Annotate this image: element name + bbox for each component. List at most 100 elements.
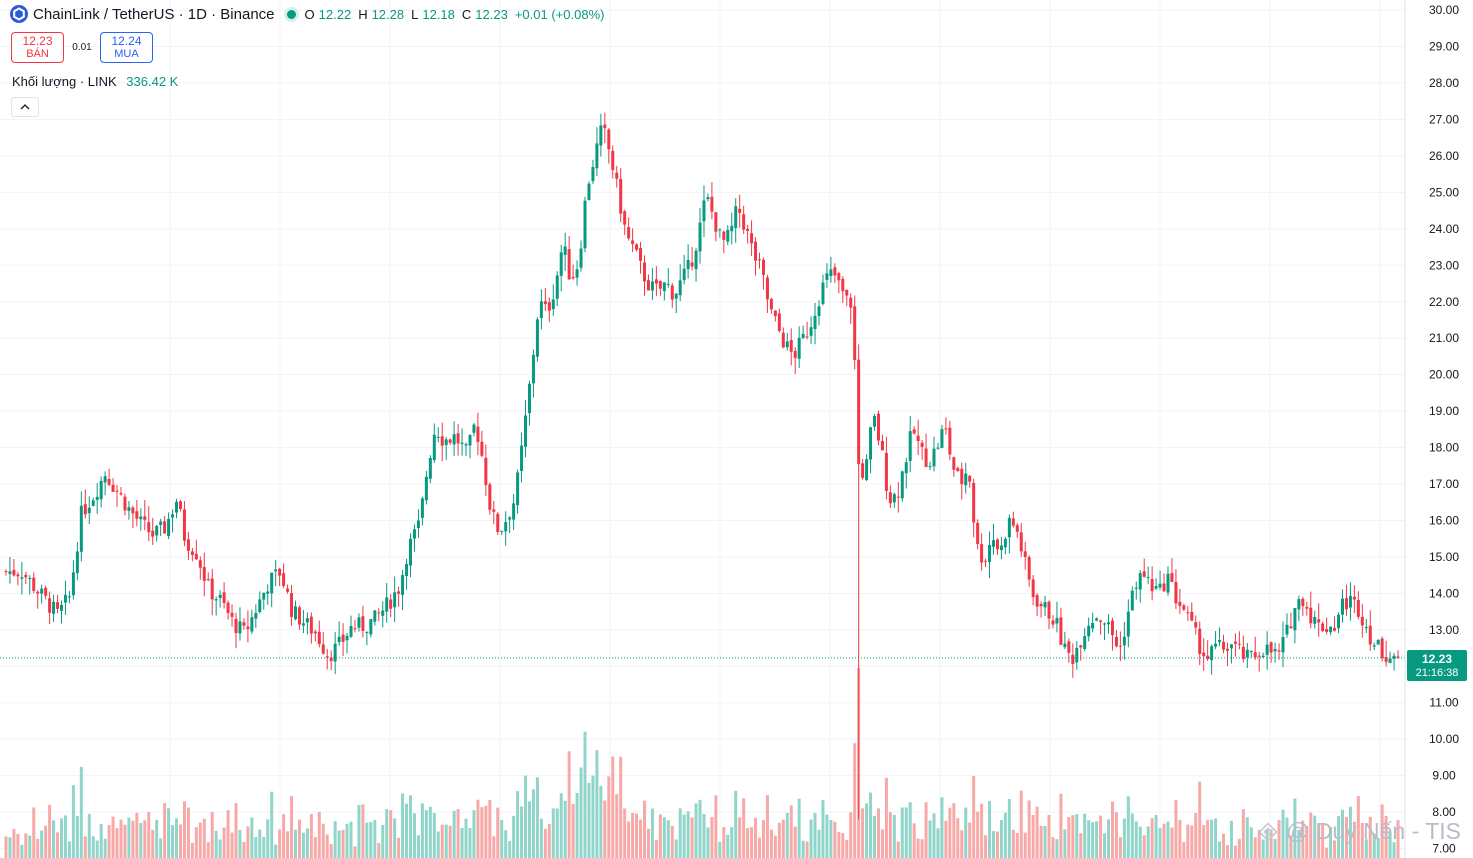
candle-body [1293, 608, 1297, 631]
volume-bar [567, 751, 571, 858]
volume-bar [587, 782, 591, 858]
candle-body [1241, 646, 1245, 660]
candle-body [492, 509, 496, 512]
volume-bar [444, 824, 448, 858]
volume-bar [1321, 823, 1325, 858]
volume-bar [250, 817, 254, 858]
candle-body [48, 598, 52, 613]
candle-body [1198, 628, 1202, 654]
candle-body [155, 525, 159, 536]
candle-body [591, 167, 595, 182]
volume-label[interactable]: Khối lượng · LINK [12, 74, 117, 89]
volume-bar [615, 794, 619, 858]
candle-body [151, 530, 155, 537]
candle-body [813, 315, 817, 329]
price-tick-label: 30.00 [1429, 3, 1459, 17]
volume-bar [797, 798, 801, 858]
volume-bar [1075, 814, 1079, 858]
volume-bar [520, 806, 524, 858]
candle-body [135, 511, 139, 519]
candle-body [980, 544, 984, 563]
candle-body [317, 631, 321, 645]
volume-bar [1107, 819, 1111, 858]
volume-bar [1091, 822, 1095, 858]
volume-bar [995, 831, 999, 858]
candle-body [853, 306, 857, 361]
candle-body [714, 212, 718, 232]
candle-body [631, 240, 635, 244]
collapse-legend-button[interactable] [11, 97, 39, 117]
volume-bar [742, 798, 746, 858]
volume-bar [1150, 818, 1154, 858]
candle-body [111, 484, 115, 492]
volume-bar [1011, 829, 1015, 858]
symbol-title[interactable]: ChainLink / TetherUS · 1D · Binance [33, 5, 275, 23]
candle-body [1340, 598, 1344, 615]
volume-bar [171, 825, 175, 858]
volume-bar [1222, 833, 1226, 858]
volume-bar [1095, 821, 1099, 858]
candle-body [1063, 643, 1067, 648]
volume-bar [670, 825, 674, 858]
candle-body [972, 482, 976, 523]
volume-bar [278, 829, 282, 858]
volume-bar [1182, 842, 1186, 858]
trade-panel: 12.23 BÁN 0.01 12.24 MUA [11, 32, 153, 63]
volume-bar [619, 756, 623, 858]
candle-body [726, 229, 730, 242]
volume-bar [345, 823, 349, 858]
volume-bar [1301, 820, 1305, 858]
candle-body [127, 507, 131, 511]
sell-button[interactable]: 12.23 BÁN [11, 32, 64, 63]
candle-body [476, 426, 480, 442]
candle-body [1329, 626, 1333, 633]
volume-bar [246, 826, 250, 858]
volume-bar [1122, 818, 1126, 858]
volume-bar [488, 799, 492, 858]
candle-body [254, 612, 258, 619]
volume-bar [341, 829, 345, 858]
volume-bar [500, 820, 504, 858]
candle-body [535, 319, 539, 357]
volume-bar [456, 808, 460, 858]
candle-body [1261, 655, 1265, 658]
volume-bar [123, 824, 127, 858]
candle-body [139, 516, 143, 520]
volume-bar [230, 832, 234, 858]
volume-bar [103, 838, 107, 858]
candle-body [1253, 652, 1257, 658]
volume-bar [1233, 845, 1237, 858]
candle-body [1130, 590, 1134, 611]
volume-bar [1352, 821, 1356, 858]
volume-bar [1063, 829, 1067, 858]
volume-bar [845, 839, 849, 858]
volume-bar [1154, 814, 1158, 858]
volume-bar [1329, 827, 1333, 858]
candle-body [456, 433, 460, 444]
candle-body [1233, 641, 1237, 644]
candle-body [956, 468, 960, 472]
chevron-up-icon [20, 104, 30, 110]
volume-bar [940, 797, 944, 858]
candle-body [516, 472, 520, 506]
candle-body [198, 560, 202, 568]
candle-body [1356, 600, 1360, 617]
candle-body [1273, 648, 1277, 652]
volume-bar [1360, 822, 1364, 858]
candle-body [662, 282, 666, 292]
candle-body [607, 129, 611, 150]
candle-body [297, 607, 301, 625]
volume-bar [1198, 781, 1202, 858]
volume-bar [1174, 799, 1178, 858]
candle-body [1079, 645, 1083, 648]
candle-body [1325, 629, 1329, 632]
candle-body [758, 259, 762, 261]
candle-body [401, 575, 405, 596]
volume-bar [202, 818, 206, 858]
candle-body [175, 501, 179, 513]
buy-button[interactable]: 12.24 MUA [100, 32, 153, 63]
price-tick-label: 25.00 [1429, 185, 1459, 199]
volume-bar [599, 786, 603, 858]
chart-grid [0, 0, 1405, 858]
